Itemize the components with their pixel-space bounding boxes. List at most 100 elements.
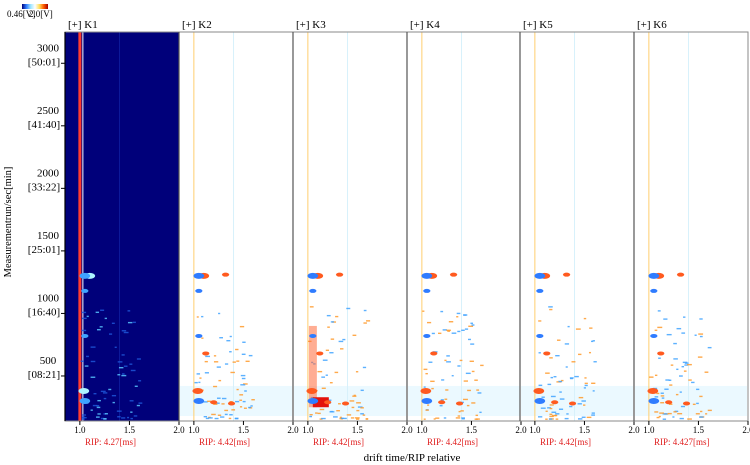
speckle-mark xyxy=(431,332,435,335)
y-tick-sublabel: [08:21] xyxy=(28,369,60,381)
speckle-mark xyxy=(545,372,550,374)
speckle-mark xyxy=(705,413,708,415)
speckle-mark xyxy=(136,358,141,360)
colorbar: 0.46[V] 2.0[V] xyxy=(7,4,53,19)
speckle-mark xyxy=(338,403,341,405)
speckle-mark xyxy=(96,406,101,409)
panel-4: [+] K4 1.0 1.5 2.0 RIP: 4.42[ms] xyxy=(406,19,527,447)
speckle-mark xyxy=(118,366,124,369)
panel-3: [+] K3 1.0 1.5 2.0 RIP: 4.42[ms] xyxy=(292,19,413,447)
speckle-mark xyxy=(224,413,228,416)
speckle-mark xyxy=(90,409,93,411)
speckle-mark xyxy=(469,360,474,362)
speckle-mark xyxy=(365,418,369,420)
speckle-mark xyxy=(654,411,659,413)
speckle-mark xyxy=(129,400,134,402)
y-axis: 500 [08:21] 1000 [16:40] 1500 [25:01] 2000 [33:… xyxy=(28,32,66,421)
speckle-mark xyxy=(100,390,106,393)
speckle-mark xyxy=(677,412,683,415)
speckle-mark xyxy=(81,329,87,332)
speckle-mark xyxy=(100,309,105,311)
speckle-mark xyxy=(138,402,143,404)
speckle-mark xyxy=(659,412,664,414)
speckle-mark xyxy=(111,394,117,397)
y-tick-label: 1500 xyxy=(37,230,60,242)
speckle-mark xyxy=(84,365,89,367)
speckle-mark xyxy=(548,306,553,308)
speckle-mark xyxy=(584,382,588,385)
y-tick-label: 2000 xyxy=(37,167,60,179)
speckle-mark xyxy=(442,329,448,331)
speckle-mark xyxy=(207,400,212,403)
speckle-mark xyxy=(330,338,335,340)
speckle-mark xyxy=(213,355,217,357)
peak-spot xyxy=(568,401,577,406)
k3-strong-spot xyxy=(312,397,329,408)
speckle-mark xyxy=(90,376,96,378)
x-tick-label: 1.5 xyxy=(238,425,250,435)
panel-plot-area xyxy=(634,32,748,421)
speckle-mark xyxy=(662,413,668,415)
peak-spot xyxy=(438,400,446,405)
speckle-mark xyxy=(591,414,595,416)
peak-spot xyxy=(650,288,658,293)
speckle-mark xyxy=(351,406,355,409)
speckle-mark xyxy=(236,360,240,362)
speckle-mark xyxy=(548,418,553,420)
panel-6: [+] K6 1.0 1.5 2.0 RIP: 4.427[ms] xyxy=(633,19,750,447)
speckle-mark xyxy=(350,417,355,419)
speckle-mark xyxy=(363,322,367,324)
speckle-mark xyxy=(321,376,326,378)
speckle-mark xyxy=(679,375,683,377)
panel-title: [+] K6 xyxy=(637,19,667,31)
speckle-mark xyxy=(467,389,471,392)
speckle-mark xyxy=(591,382,596,384)
speckle-mark xyxy=(104,317,107,320)
speckle-mark xyxy=(198,381,201,384)
speckle-mark xyxy=(668,379,672,381)
speckle-mark xyxy=(248,406,252,409)
speckle-mark xyxy=(679,417,684,420)
speckle-mark xyxy=(707,346,712,349)
speckle-mark xyxy=(565,366,568,368)
speckle-mark xyxy=(326,314,331,317)
speckle-mark xyxy=(661,397,665,399)
peak-spot xyxy=(430,351,438,356)
speckle-mark xyxy=(103,418,107,420)
peak-spot xyxy=(421,272,433,279)
y-axis-label: Measurementrun/sec[min] xyxy=(3,167,14,278)
x-tick-label: 1.0 xyxy=(529,425,541,435)
speckle-mark xyxy=(463,380,468,382)
x-tick-label: 2.0 xyxy=(742,425,750,435)
speckle-mark xyxy=(346,307,351,310)
speckle-mark xyxy=(457,415,461,417)
speckle-mark xyxy=(435,417,440,419)
speckle-mark xyxy=(82,416,87,419)
speckle-mark xyxy=(104,413,108,415)
rip-label: RIP: 4.42[ms] xyxy=(199,437,250,447)
speckle-mark xyxy=(538,320,542,322)
speckle-mark xyxy=(117,361,123,363)
speckle-mark xyxy=(541,396,545,398)
speckle-mark xyxy=(355,371,359,373)
speckle-mark xyxy=(466,404,470,407)
speckle-mark xyxy=(463,398,468,401)
speckle-mark xyxy=(684,362,689,364)
speckle-mark xyxy=(477,392,482,394)
speckle-mark xyxy=(667,412,672,415)
speckle-mark xyxy=(97,413,101,415)
speckle-mark xyxy=(352,395,357,397)
speckle-mark xyxy=(547,383,552,386)
speckle-mark xyxy=(196,316,199,318)
speckle-mark xyxy=(130,369,136,372)
speckle-mark xyxy=(112,401,115,404)
x-tick-label: 1.0 xyxy=(188,425,200,435)
speckle-mark xyxy=(335,315,339,318)
speckle-mark xyxy=(229,414,233,416)
speckle-mark xyxy=(134,385,138,387)
speckle-mark xyxy=(658,357,661,359)
x-tick-label: 1.5 xyxy=(693,425,705,435)
peak-spot xyxy=(316,351,324,356)
speckle-mark xyxy=(342,338,346,341)
speckle-mark xyxy=(242,341,246,343)
